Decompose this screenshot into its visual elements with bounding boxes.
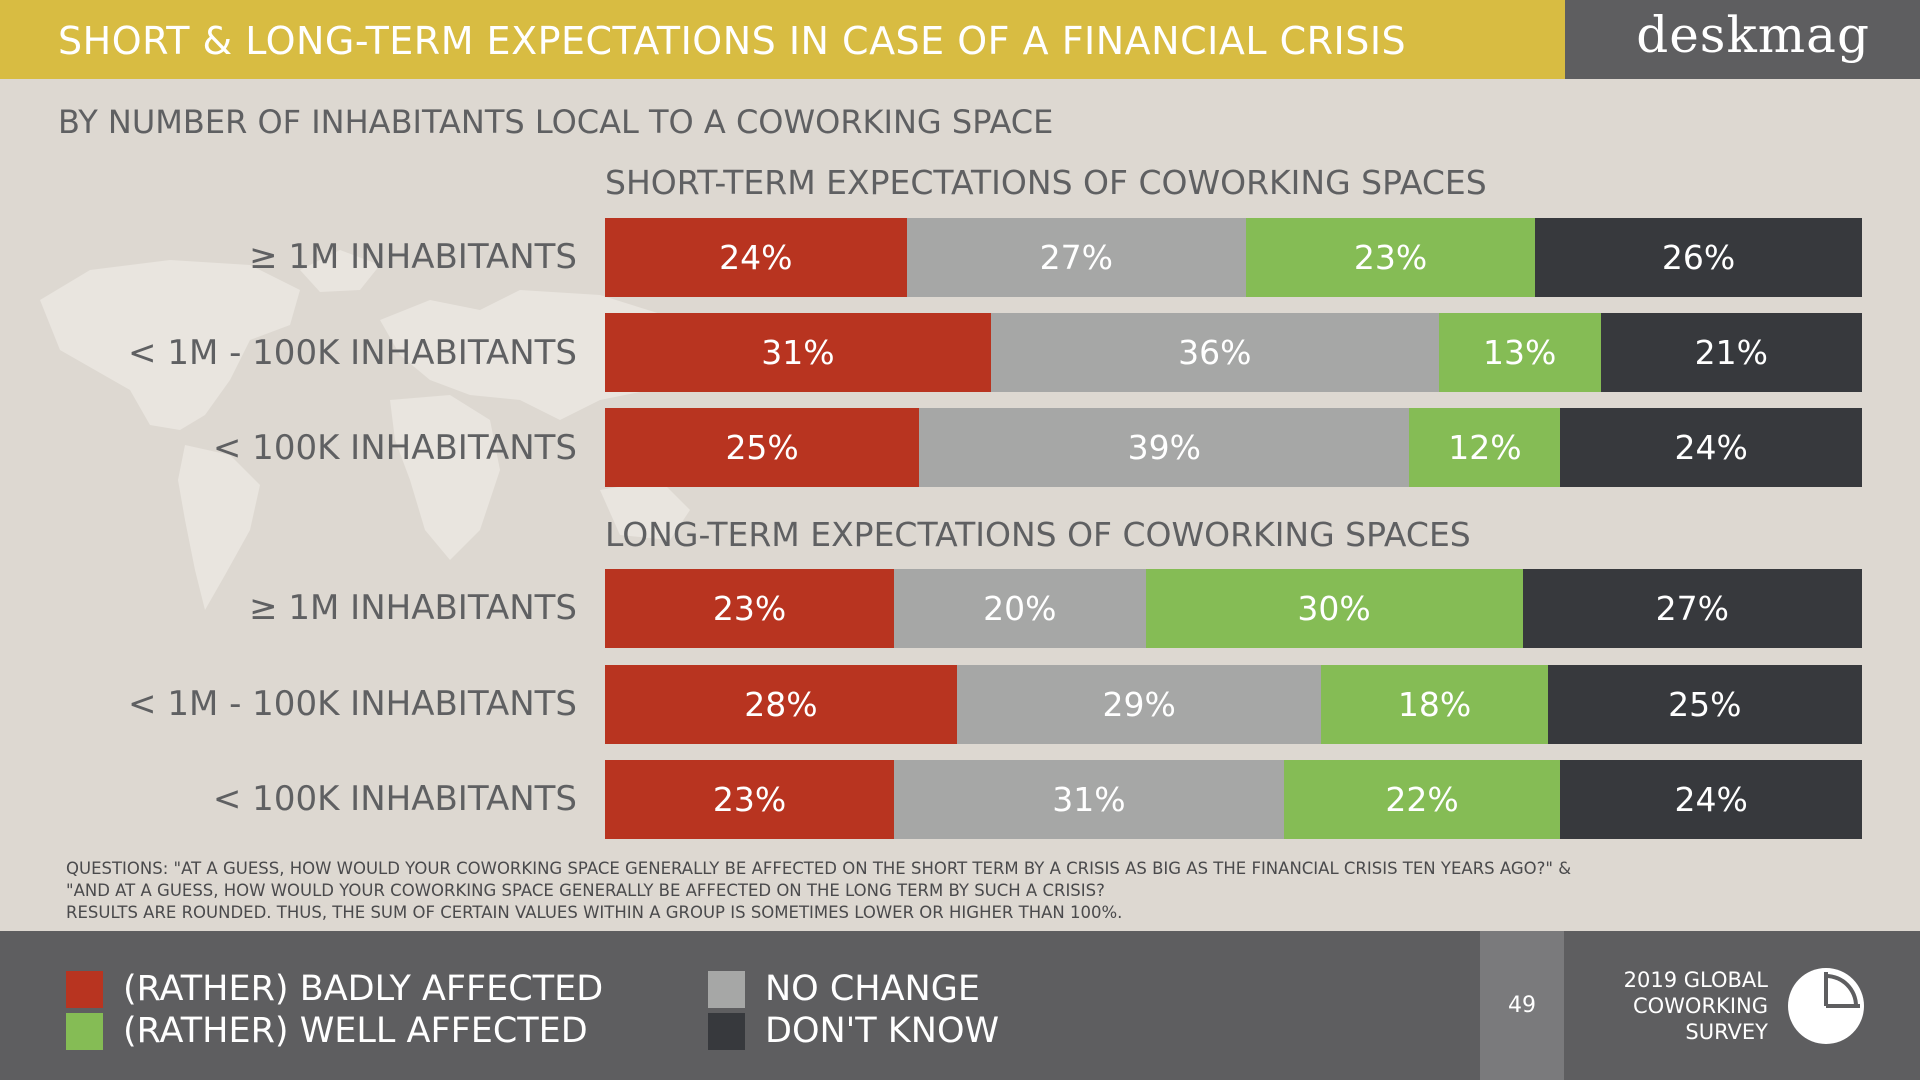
bar-segment-no-change: 27% bbox=[906, 218, 1247, 297]
data-label: 31% bbox=[761, 333, 835, 372]
data-label: 39% bbox=[1127, 428, 1202, 467]
legend-item-well-affected: (RATHER) WELL AFFECTED bbox=[66, 1011, 588, 1051]
legend-swatch bbox=[66, 970, 103, 1008]
bar-segment-badly-affected: 24% bbox=[605, 218, 907, 297]
title-bar: SHORT & LONG-TERM EXPECTATIONS IN CASE O… bbox=[0, 0, 1565, 79]
data-label: 20% bbox=[983, 589, 1057, 628]
bar-segment-dont-know: 27% bbox=[1522, 569, 1862, 648]
long-term-bar-0: 23% 20% 30% 27% bbox=[605, 569, 1862, 648]
brand-logo: deskmag bbox=[1636, 6, 1870, 64]
bar-segment-no-change: 20% bbox=[894, 569, 1146, 648]
bar-segment-dont-know: 21% bbox=[1600, 313, 1862, 392]
bar-segment-well-affected: 22% bbox=[1283, 760, 1561, 839]
survey-title-line: 2019 GLOBAL bbox=[1623, 968, 1768, 992]
long-term-category-label-0: ≥ 1M INHABITANTS bbox=[249, 588, 577, 628]
bar-segment-badly-affected: 31% bbox=[605, 313, 991, 392]
legend-label: DON'T KNOW bbox=[765, 1011, 1000, 1051]
long-term-category-label-2: < 100K INHABITANTS bbox=[212, 779, 577, 819]
data-label: 23% bbox=[712, 589, 787, 628]
bar-segment-no-change: 39% bbox=[919, 408, 1410, 487]
short-term-bar-1: 31% 36% 13% 21% bbox=[605, 313, 1862, 392]
legend-label: (RATHER) WELL AFFECTED bbox=[123, 1011, 588, 1051]
bar-segment-well-affected: 30% bbox=[1145, 569, 1523, 648]
bar-segment-dont-know: 24% bbox=[1560, 760, 1862, 839]
bar-segment-badly-affected: 28% bbox=[605, 665, 957, 744]
data-label: 27% bbox=[1655, 589, 1729, 628]
data-label: 21% bbox=[1694, 333, 1768, 372]
data-label: 22% bbox=[1385, 780, 1459, 819]
short-term-category-label-1: < 1M - 100K INHABITANTS bbox=[128, 333, 577, 373]
bar-segment-no-change: 29% bbox=[956, 665, 1322, 744]
data-label: 23% bbox=[712, 780, 787, 819]
page-number: 49 bbox=[1508, 993, 1536, 1018]
data-label: 18% bbox=[1397, 685, 1472, 724]
data-label: 12% bbox=[1448, 428, 1522, 467]
bar-segment-well-affected: 18% bbox=[1321, 665, 1548, 744]
long-term-bar-1: 28% 29% 18% 25% bbox=[605, 665, 1862, 744]
long-term-chart-title: LONG-TERM EXPECTATIONS OF COWORKING SPAC… bbox=[605, 515, 1471, 554]
survey-title-line: SURVEY bbox=[1685, 1020, 1768, 1044]
long-term-category-label-1: < 1M - 100K INHABITANTS bbox=[128, 684, 577, 724]
bar-segment-well-affected: 12% bbox=[1409, 408, 1561, 487]
bar-segment-well-affected: 23% bbox=[1246, 218, 1536, 297]
page-title: SHORT & LONG-TERM EXPECTATIONS IN CASE O… bbox=[58, 19, 1407, 63]
bar-segment-badly-affected: 23% bbox=[605, 569, 895, 648]
data-label: 26% bbox=[1661, 238, 1736, 277]
bar-segment-badly-affected: 25% bbox=[605, 408, 920, 487]
data-label: 31% bbox=[1052, 780, 1126, 819]
data-label: 13% bbox=[1483, 333, 1557, 372]
bar-segment-no-change: 36% bbox=[990, 313, 1439, 392]
footnotes: QUESTIONS: "AT A GUESS, HOW WOULD YOUR C… bbox=[66, 858, 1866, 924]
footnote-line: QUESTIONS: "AT A GUESS, HOW WOULD YOUR C… bbox=[66, 859, 1572, 878]
legend-label: (RATHER) BADLY AFFECTED bbox=[123, 969, 604, 1009]
data-label: 24% bbox=[1674, 428, 1748, 467]
bar-segment-dont-know: 26% bbox=[1535, 218, 1862, 297]
bar-segment-no-change: 31% bbox=[894, 760, 1284, 839]
short-term-bar-0: 24% 27% 23% 26% bbox=[605, 218, 1862, 297]
footer: (RATHER) BADLY AFFECTED (RATHER) WELL AF… bbox=[0, 931, 1920, 1080]
bar-segment-dont-know: 25% bbox=[1547, 665, 1862, 744]
data-label: 25% bbox=[1668, 685, 1742, 724]
bar-segment-badly-affected: 23% bbox=[605, 760, 895, 839]
legend-item-dont-know: DON'T KNOW bbox=[708, 1011, 999, 1051]
legend-label: NO CHANGE bbox=[765, 969, 980, 1009]
bar-segment-well-affected: 13% bbox=[1438, 313, 1601, 392]
legend-item-no-change: NO CHANGE bbox=[708, 969, 980, 1009]
short-term-category-label-2: < 100K INHABITANTS bbox=[212, 428, 577, 468]
survey-title-line: COWORKING bbox=[1632, 994, 1768, 1018]
data-label: 29% bbox=[1102, 685, 1176, 724]
data-label: 23% bbox=[1353, 238, 1428, 277]
data-label: 30% bbox=[1297, 589, 1371, 628]
short-term-chart-title: SHORT-TERM EXPECTATIONS OF COWORKING SPA… bbox=[605, 163, 1487, 202]
brand-box: deskmag bbox=[1565, 0, 1920, 79]
chart-subtitle: BY NUMBER OF INHABITANTS LOCAL TO A COWO… bbox=[58, 103, 1054, 141]
long-term-bar-2: 23% 31% 22% 24% bbox=[605, 760, 1862, 839]
data-label: 24% bbox=[719, 238, 793, 277]
data-label: 25% bbox=[725, 428, 799, 467]
data-label: 24% bbox=[1674, 780, 1748, 819]
pie-chart-icon bbox=[1788, 968, 1864, 1044]
legend-swatch bbox=[66, 1012, 103, 1050]
short-term-category-label-0: ≥ 1M INHABITANTS bbox=[249, 237, 577, 277]
legend-swatch bbox=[708, 1012, 745, 1050]
data-label: 27% bbox=[1039, 238, 1114, 277]
data-label: 28% bbox=[744, 685, 818, 724]
footnote-line: "AND AT A GUESS, HOW WOULD YOUR COWORKIN… bbox=[66, 881, 1105, 900]
survey-title: 2019 GLOBAL COWORKING SURVEY bbox=[1624, 967, 1768, 1045]
short-term-bar-2: 25% 39% 12% 24% bbox=[605, 408, 1862, 487]
legend-item-badly-affected: (RATHER) BADLY AFFECTED bbox=[66, 969, 603, 1009]
data-label: 36% bbox=[1178, 333, 1252, 372]
bar-segment-dont-know: 24% bbox=[1560, 408, 1862, 487]
page-number-box: 49 bbox=[1480, 931, 1564, 1080]
legend-swatch bbox=[708, 970, 745, 1008]
footnote-line: RESULTS ARE ROUNDED. THUS, THE SUM OF CE… bbox=[66, 903, 1123, 922]
